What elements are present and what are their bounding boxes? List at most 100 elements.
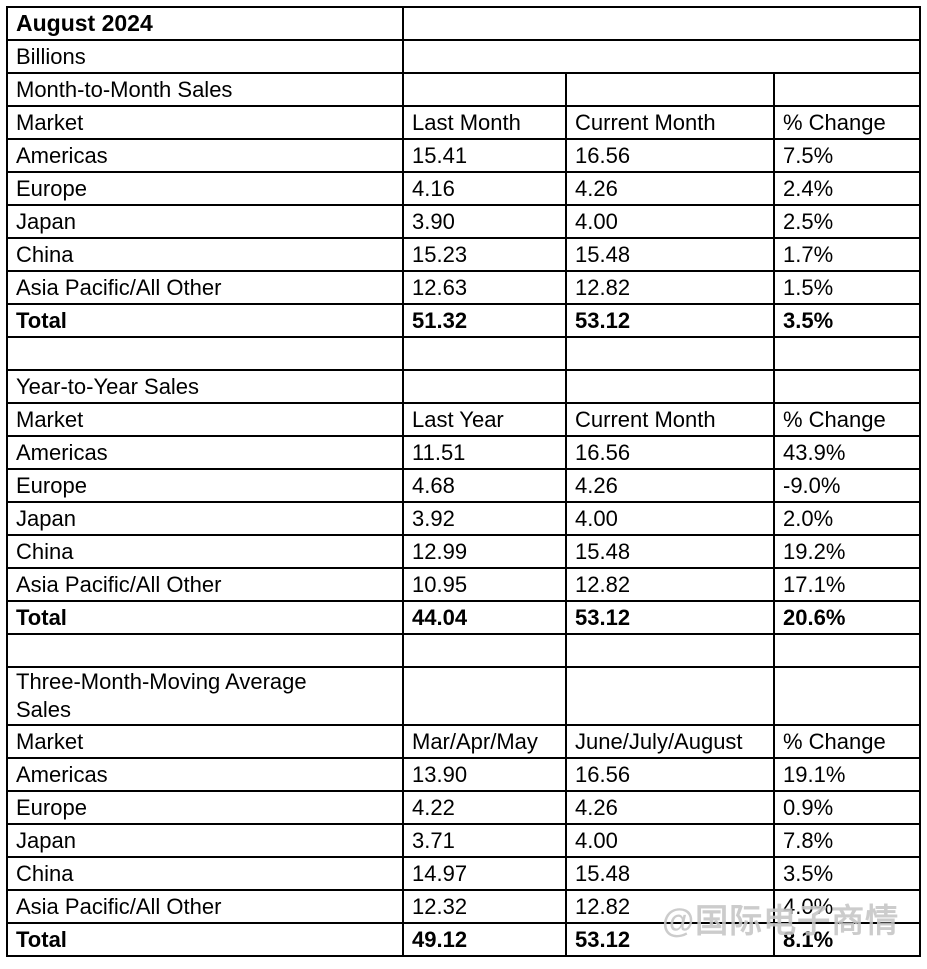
empty-cell — [773, 666, 921, 726]
table-row: Asia Pacific/All Other 10.95 12.82 17.1% — [6, 567, 921, 602]
empty-cell — [565, 369, 775, 404]
market-cell: Americas — [6, 138, 404, 173]
column-header: % Change — [773, 105, 921, 140]
total-value: 53.12 — [565, 600, 775, 635]
column-header: Market — [6, 402, 404, 437]
market-cell: Japan — [6, 823, 404, 858]
total-label: Total — [6, 922, 404, 957]
total-value: 53.12 — [565, 922, 775, 957]
total-row: Total 51.32 53.12 3.5% — [6, 303, 921, 338]
value-cell: 12.82 — [565, 567, 775, 602]
empty-cell — [6, 336, 404, 371]
empty-cell — [402, 666, 567, 726]
unit-row: Billions — [6, 39, 921, 74]
spacer-row — [6, 633, 921, 668]
value-cell: 3.5% — [773, 856, 921, 891]
total-value: 3.5% — [773, 303, 921, 338]
value-cell: 4.26 — [565, 171, 775, 206]
header-row: Market Last Month Current Month % Change — [6, 105, 921, 140]
column-header: Last Month — [402, 105, 567, 140]
column-header: % Change — [773, 402, 921, 437]
table-row: Europe 4.22 4.26 0.9% — [6, 790, 921, 825]
total-label: Total — [6, 600, 404, 635]
market-cell: Japan — [6, 501, 404, 536]
empty-cell — [402, 6, 921, 41]
value-cell: 7.5% — [773, 138, 921, 173]
table-row: China 12.99 15.48 19.2% — [6, 534, 921, 569]
table-row: Japan 3.71 4.00 7.8% — [6, 823, 921, 858]
column-header: June/July/August — [565, 724, 775, 759]
value-cell: 4.00 — [565, 204, 775, 239]
total-value: 51.32 — [402, 303, 567, 338]
section-title-row: Year-to-Year Sales — [6, 369, 921, 404]
section-title-three-month-moving-average: Three-Month-Moving Average Sales — [6, 666, 404, 726]
unit-label: Billions — [6, 39, 404, 74]
market-cell: Americas — [6, 435, 404, 470]
empty-cell — [402, 369, 567, 404]
value-cell: 4.26 — [565, 468, 775, 503]
column-header: Last Year — [402, 402, 567, 437]
empty-cell — [565, 336, 775, 371]
value-cell: 12.99 — [402, 534, 567, 569]
value-cell: 2.5% — [773, 204, 921, 239]
value-cell: 7.8% — [773, 823, 921, 858]
market-cell: China — [6, 534, 404, 569]
value-cell: 12.32 — [402, 889, 567, 924]
value-cell: 10.95 — [402, 567, 567, 602]
value-cell: 15.23 — [402, 237, 567, 272]
table-row: Japan 3.92 4.00 2.0% — [6, 501, 921, 536]
empty-cell — [565, 666, 775, 726]
section-title-year-to-year: Year-to-Year Sales — [6, 369, 404, 404]
empty-cell — [402, 39, 921, 74]
value-cell: 3.92 — [402, 501, 567, 536]
market-cell: Japan — [6, 204, 404, 239]
total-label: Total — [6, 303, 404, 338]
empty-cell — [773, 72, 921, 107]
market-cell: Asia Pacific/All Other — [6, 567, 404, 602]
total-value: 49.12 — [402, 922, 567, 957]
table-row: Europe 4.16 4.26 2.4% — [6, 171, 921, 206]
value-cell: 3.71 — [402, 823, 567, 858]
market-cell: China — [6, 237, 404, 272]
value-cell: 2.0% — [773, 501, 921, 536]
total-value: 20.6% — [773, 600, 921, 635]
value-cell: 16.56 — [565, 138, 775, 173]
empty-cell — [565, 72, 775, 107]
value-cell: 11.51 — [402, 435, 567, 470]
total-row: Total 44.04 53.12 20.6% — [6, 600, 921, 635]
value-cell: 4.0% — [773, 889, 921, 924]
value-cell: 4.22 — [402, 790, 567, 825]
value-cell: 1.7% — [773, 237, 921, 272]
spacer-row — [6, 336, 921, 371]
value-cell: 4.00 — [565, 501, 775, 536]
empty-cell — [773, 633, 921, 668]
value-cell: 43.9% — [773, 435, 921, 470]
table-row: China 15.23 15.48 1.7% — [6, 237, 921, 272]
value-cell: 12.82 — [565, 889, 775, 924]
total-value: 44.04 — [402, 600, 567, 635]
column-header: Market — [6, 724, 404, 759]
value-cell: 16.56 — [565, 435, 775, 470]
value-cell: -9.0% — [773, 468, 921, 503]
empty-cell — [402, 72, 567, 107]
empty-cell — [773, 369, 921, 404]
table-row: Japan 3.90 4.00 2.5% — [6, 204, 921, 239]
total-row: Total 49.12 53.12 8.1% — [6, 922, 921, 957]
section-title-month-to-month: Month-to-Month Sales — [6, 72, 404, 107]
value-cell: 0.9% — [773, 790, 921, 825]
market-cell: Asia Pacific/All Other — [6, 889, 404, 924]
market-cell: Europe — [6, 790, 404, 825]
value-cell: 15.41 — [402, 138, 567, 173]
header-row: Market Last Year Current Month % Change — [6, 402, 921, 437]
table-row: Americas 15.41 16.56 7.5% — [6, 138, 921, 173]
total-value: 53.12 — [565, 303, 775, 338]
value-cell: 4.68 — [402, 468, 567, 503]
header-row: Market Mar/Apr/May June/July/August % Ch… — [6, 724, 921, 759]
sales-report-sheet: August 2024 Billions Month-to-Month Sale… — [6, 6, 921, 957]
report-title-row: August 2024 — [6, 6, 921, 41]
value-cell: 16.56 — [565, 757, 775, 792]
sales-table: August 2024 Billions Month-to-Month Sale… — [6, 6, 921, 957]
value-cell: 13.90 — [402, 757, 567, 792]
column-header: Current Month — [565, 105, 775, 140]
table-row: Asia Pacific/All Other 12.63 12.82 1.5% — [6, 270, 921, 305]
